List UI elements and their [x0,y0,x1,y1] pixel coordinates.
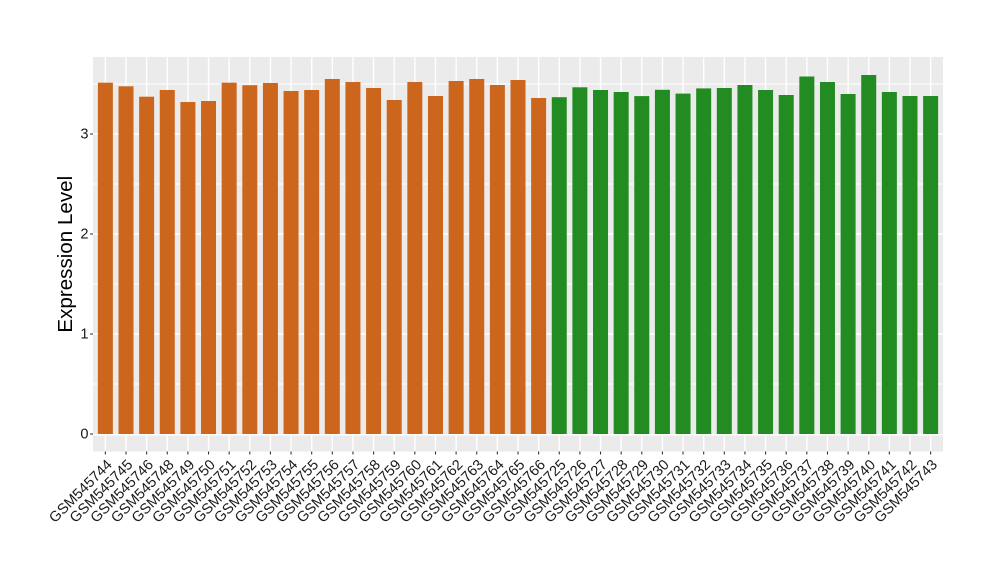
svg-text:1: 1 [80,327,88,343]
svg-text:3: 3 [80,127,88,143]
svg-text:2: 2 [80,227,88,243]
svg-text:Expression Level: Expression Level [54,176,77,333]
svg-text:0: 0 [80,427,88,443]
